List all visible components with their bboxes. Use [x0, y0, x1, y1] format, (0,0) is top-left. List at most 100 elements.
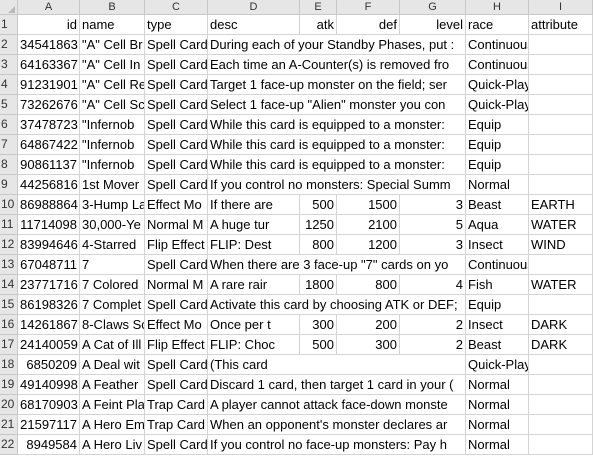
cell-h-19[interactable]: Normal: [466, 375, 529, 395]
cell-i-2[interactable]: [529, 35, 593, 55]
cell-b-7[interactable]: "Infernob: [80, 135, 145, 155]
cell-d-7[interactable]: While this card is equipped to a monster…: [208, 135, 466, 155]
cell-c-21[interactable]: Trap Card: [145, 415, 208, 435]
cell-d-18[interactable]: (This card: [208, 355, 466, 375]
cell-c-20[interactable]: Trap Card: [145, 395, 208, 415]
cell-d-9[interactable]: If you control no monsters: Special Summ: [208, 175, 466, 195]
cell-a-16[interactable]: 14261867: [18, 315, 80, 335]
cell-d-15[interactable]: Activate this card by choosing ATK or DE…: [208, 295, 466, 315]
cell-a-18[interactable]: 6850209: [18, 355, 80, 375]
row-header[interactable]: 16: [0, 315, 18, 335]
cell-c-5[interactable]: Spell Card: [145, 95, 208, 115]
cell-h-16[interactable]: Insect: [466, 315, 529, 335]
cell-f-17[interactable]: 300: [337, 335, 400, 355]
cell-i-10[interactable]: EARTH: [529, 195, 593, 215]
cell-i-22[interactable]: [529, 435, 593, 455]
cell-a-21[interactable]: 21597117: [18, 415, 80, 435]
row-header[interactable]: 5: [0, 95, 18, 115]
cell-a-6[interactable]: 37478723: [18, 115, 80, 135]
column-header-f[interactable]: F: [337, 0, 400, 15]
cell-a-3[interactable]: 64163367: [18, 55, 80, 75]
row-header[interactable]: 14: [0, 275, 18, 295]
cell-c-13[interactable]: Spell Card: [145, 255, 208, 275]
cell-i-8[interactable]: [529, 155, 593, 175]
cell-c-1[interactable]: type: [145, 15, 208, 35]
cell-i-7[interactable]: [529, 135, 593, 155]
cell-i-6[interactable]: [529, 115, 593, 135]
cell-c-15[interactable]: Spell Card: [145, 295, 208, 315]
cell-d-6[interactable]: While this card is equipped to a monster…: [208, 115, 466, 135]
cell-d-21[interactable]: When an opponent's monster declares ar: [208, 415, 466, 435]
cell-d-22[interactable]: If you control no face-up monsters: Pay …: [208, 435, 466, 455]
cell-a-7[interactable]: 64867422: [18, 135, 80, 155]
cell-h-20[interactable]: Normal: [466, 395, 529, 415]
cell-b-15[interactable]: 7 Complet: [80, 295, 145, 315]
cell-a-1[interactable]: id: [18, 15, 80, 35]
cell-g-12[interactable]: 3: [400, 235, 466, 255]
cell-e-10[interactable]: 500: [300, 195, 337, 215]
cell-h-10[interactable]: Beast: [466, 195, 529, 215]
cell-d-5[interactable]: Select 1 face-up "Alien" monster you con: [208, 95, 466, 115]
cell-b-4[interactable]: "A" Cell Re: [80, 75, 145, 95]
row-header[interactable]: 22: [0, 435, 18, 455]
cell-b-11[interactable]: 30,000-Ye: [80, 215, 145, 235]
row-header[interactable]: 1: [0, 15, 18, 35]
cell-b-9[interactable]: 1st Mover: [80, 175, 145, 195]
row-header[interactable]: 10: [0, 195, 18, 215]
cell-b-3[interactable]: "A" Cell In: [80, 55, 145, 75]
cell-a-20[interactable]: 68170903: [18, 395, 80, 415]
cell-a-17[interactable]: 24140059: [18, 335, 80, 355]
cell-h-15[interactable]: Equip: [466, 295, 529, 315]
cell-f-16[interactable]: 200: [337, 315, 400, 335]
cell-a-5[interactable]: 73262676: [18, 95, 80, 115]
cell-g-10[interactable]: 3: [400, 195, 466, 215]
cell-g-1[interactable]: level: [400, 15, 466, 35]
cell-h-9[interactable]: Normal: [466, 175, 529, 195]
row-header[interactable]: 8: [0, 155, 18, 175]
cell-h-5[interactable]: Quick-Play: [466, 95, 529, 115]
cell-c-6[interactable]: Spell Card: [145, 115, 208, 135]
column-header-a[interactable]: A: [18, 0, 80, 15]
cell-i-18[interactable]: [529, 355, 593, 375]
column-header-c[interactable]: C: [145, 0, 208, 15]
cell-h-4[interactable]: Quick-Play: [466, 75, 529, 95]
cell-a-2[interactable]: 34541863: [18, 35, 80, 55]
cell-c-4[interactable]: Spell Card: [145, 75, 208, 95]
cell-b-10[interactable]: 3-Hump La: [80, 195, 145, 215]
cell-e-16[interactable]: 300: [300, 315, 337, 335]
cell-c-16[interactable]: Effect Mo: [145, 315, 208, 335]
cell-a-9[interactable]: 44256816: [18, 175, 80, 195]
cell-d-8[interactable]: While this card is equipped to a monster…: [208, 155, 466, 175]
cell-e-17[interactable]: 500: [300, 335, 337, 355]
row-header[interactable]: 18: [0, 355, 18, 375]
cell-c-12[interactable]: Flip Effect: [145, 235, 208, 255]
cell-d-3[interactable]: Each time an A-Counter(s) is removed fro: [208, 55, 466, 75]
cell-d-11[interactable]: A huge tur: [208, 215, 300, 235]
column-header-d[interactable]: D: [208, 0, 300, 15]
cell-d-1[interactable]: desc: [208, 15, 300, 35]
cell-h-7[interactable]: Equip: [466, 135, 529, 155]
row-header[interactable]: 9: [0, 175, 18, 195]
column-header-g[interactable]: G: [400, 0, 466, 15]
cell-h-11[interactable]: Aqua: [466, 215, 529, 235]
cell-i-19[interactable]: [529, 375, 593, 395]
cell-d-2[interactable]: During each of your Standby Phases, put …: [208, 35, 466, 55]
cell-f-1[interactable]: def: [337, 15, 400, 35]
cell-c-9[interactable]: Spell Card: [145, 175, 208, 195]
cell-e-1[interactable]: atk: [300, 15, 337, 35]
cell-d-20[interactable]: A player cannot attack face-down monste: [208, 395, 466, 415]
cell-i-21[interactable]: [529, 415, 593, 435]
cell-a-13[interactable]: 67048711: [18, 255, 80, 275]
column-header-h[interactable]: H: [466, 0, 529, 15]
cell-b-16[interactable]: 8-Claws Sc: [80, 315, 145, 335]
cell-a-19[interactable]: 49140998: [18, 375, 80, 395]
cell-c-7[interactable]: Spell Card: [145, 135, 208, 155]
row-header[interactable]: 11: [0, 215, 18, 235]
cell-i-15[interactable]: [529, 295, 593, 315]
cell-c-8[interactable]: Spell Card: [145, 155, 208, 175]
cell-d-12[interactable]: FLIP: Dest: [208, 235, 300, 255]
row-header[interactable]: 17: [0, 335, 18, 355]
cell-h-14[interactable]: Fish: [466, 275, 529, 295]
cell-c-19[interactable]: Spell Card: [145, 375, 208, 395]
row-header[interactable]: 7: [0, 135, 18, 155]
